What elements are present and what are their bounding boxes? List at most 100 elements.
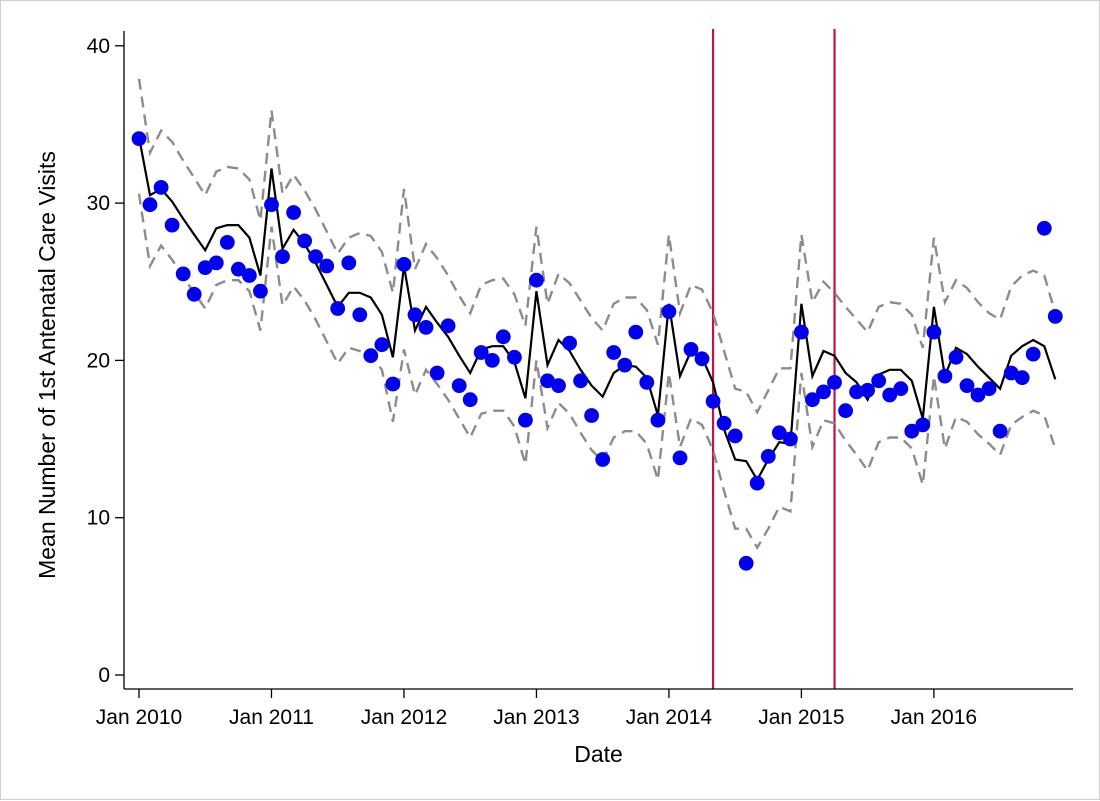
observed-point xyxy=(308,249,323,264)
observed-point xyxy=(760,449,776,464)
observed-point xyxy=(783,431,798,447)
observed-point xyxy=(518,412,533,428)
observed-point xyxy=(374,337,390,353)
confidence-band-layer xyxy=(137,78,1057,550)
x-tick-label: Jan 2013 xyxy=(493,706,579,729)
observed-point xyxy=(352,307,368,323)
observed-point xyxy=(385,376,401,392)
observed-point xyxy=(418,320,434,335)
observed-point xyxy=(219,235,235,250)
y-axis-title: Mean Number of 1st Antenatal Care Visits xyxy=(34,151,60,579)
axes-layer xyxy=(123,31,1073,690)
event-marker-layer xyxy=(711,29,836,689)
observed-point xyxy=(805,392,820,408)
observed-point xyxy=(1014,370,1030,386)
observed-point xyxy=(981,381,997,397)
observed-point xyxy=(794,324,809,340)
fitted-line xyxy=(137,136,1057,483)
observed-point xyxy=(816,384,831,400)
observed-point xyxy=(142,197,158,213)
observed-point xyxy=(407,307,423,323)
observed-point xyxy=(473,345,489,360)
y-tick-label: 10 xyxy=(87,507,110,530)
observed-point xyxy=(242,268,257,283)
observed-point xyxy=(694,351,710,367)
observed-point xyxy=(396,257,412,272)
observed-point xyxy=(849,384,864,400)
observed-point xyxy=(363,348,379,364)
observed-point xyxy=(970,387,986,403)
observed-point xyxy=(860,382,875,398)
observed-point xyxy=(915,417,931,433)
observed-point xyxy=(838,403,853,419)
y-tick-label: 20 xyxy=(87,349,110,372)
x-tick-label: Jan 2011 xyxy=(229,706,314,729)
y-tick-label: 40 xyxy=(87,35,110,58)
observed-point xyxy=(992,423,1008,439)
observed-point xyxy=(771,425,787,441)
observed-point xyxy=(661,304,677,319)
observed-point xyxy=(595,452,611,467)
observed-point xyxy=(749,475,765,491)
observed-point xyxy=(164,217,180,233)
lower-ci-line xyxy=(137,193,1057,550)
observed-point xyxy=(926,324,942,340)
x-tick-label: Jan 2014 xyxy=(626,706,713,729)
observed-point xyxy=(175,266,191,282)
observed-point xyxy=(231,261,246,277)
y-ticks-layer: 0 10 20 30 40 xyxy=(87,35,124,687)
observed-point xyxy=(1036,220,1052,236)
observed-point xyxy=(584,408,599,423)
x-tick-label: Jan 2010 xyxy=(96,706,182,729)
observed-point xyxy=(319,258,335,274)
observed-point xyxy=(606,345,622,360)
observed-point xyxy=(672,450,688,466)
observed-point xyxy=(948,349,964,365)
observed-point xyxy=(893,381,909,397)
observed-point xyxy=(628,324,644,340)
x-tick-label: Jan 2016 xyxy=(891,706,977,729)
observed-point xyxy=(882,387,898,403)
observed-point xyxy=(551,378,566,393)
observed-point xyxy=(573,373,588,389)
observed-point xyxy=(495,329,511,345)
observed-point xyxy=(484,353,500,368)
x-tick-label: Jan 2015 xyxy=(758,706,844,729)
observed-point xyxy=(959,378,975,393)
observed-point xyxy=(186,286,202,302)
observed-point xyxy=(738,555,754,571)
observed-point xyxy=(253,283,268,299)
observed-point xyxy=(462,392,478,408)
observed-point xyxy=(904,423,920,439)
observed-point xyxy=(529,272,544,288)
observed-point xyxy=(275,249,290,264)
observed-point xyxy=(650,412,666,428)
observed-point xyxy=(639,375,655,390)
observed-point xyxy=(705,393,721,409)
x-tick-label: Jan 2012 xyxy=(361,706,447,729)
observed-point xyxy=(562,335,577,351)
observed-point xyxy=(297,233,312,249)
observed-point xyxy=(286,205,301,220)
observed-point xyxy=(208,255,224,271)
observed-point xyxy=(264,197,279,213)
observed-points-layer xyxy=(131,131,1063,571)
observed-point xyxy=(131,131,147,147)
observed-point xyxy=(451,378,467,393)
observed-point xyxy=(827,375,842,390)
x-axis-title: Date xyxy=(574,741,623,767)
observed-point xyxy=(507,349,522,365)
upper-ci-line xyxy=(137,78,1057,415)
y-tick-label: 30 xyxy=(87,192,110,215)
observed-point xyxy=(1047,309,1063,324)
observed-point xyxy=(683,342,699,357)
observed-point xyxy=(716,415,732,431)
observed-point xyxy=(727,428,743,444)
observed-point xyxy=(341,255,357,271)
x-ticks-layer: Jan 2010 Jan 2011 Jan 2012 Jan 2013 Jan 2014… xyxy=(96,689,977,729)
observed-point xyxy=(617,357,633,373)
y-tick-label: 0 xyxy=(98,664,110,687)
observed-point xyxy=(153,180,169,195)
